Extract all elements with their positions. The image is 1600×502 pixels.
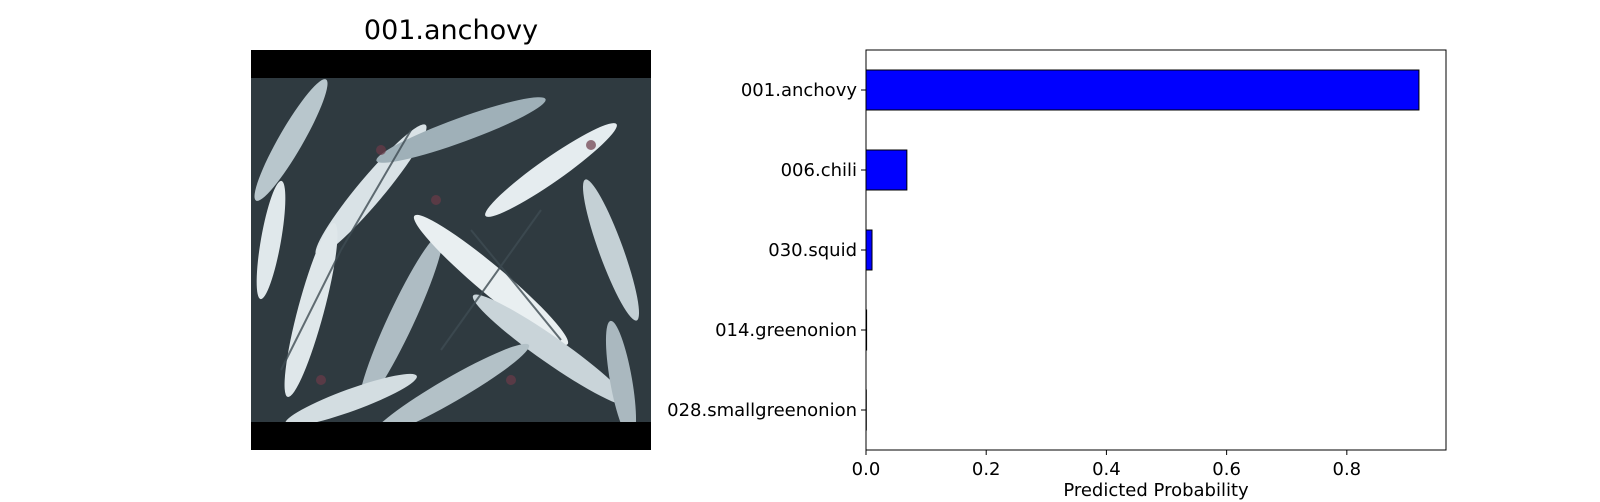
x-tick-label: 0.0: [852, 459, 881, 480]
bar-001.anchovy: [866, 70, 1419, 110]
x-axis-label: Predicted Probability: [866, 480, 1446, 502]
bar-006.chili: [866, 150, 907, 190]
x-tick-label: 0.8: [1333, 459, 1362, 480]
bar-030.squid: [866, 230, 872, 270]
x-tick-label: 0.4: [1092, 459, 1121, 480]
x-tick-label: 0.6: [1212, 459, 1241, 480]
y-tick-label: 030.squid: [768, 240, 857, 261]
y-tick-label: 006.chili: [781, 160, 857, 181]
y-tick-label: 014.greenonion: [715, 320, 857, 341]
y-tick-label: 028.smallgreenonion: [667, 400, 857, 421]
x-tick-label: 0.2: [972, 459, 1001, 480]
y-tick-label: 001.anchovy: [741, 80, 857, 101]
